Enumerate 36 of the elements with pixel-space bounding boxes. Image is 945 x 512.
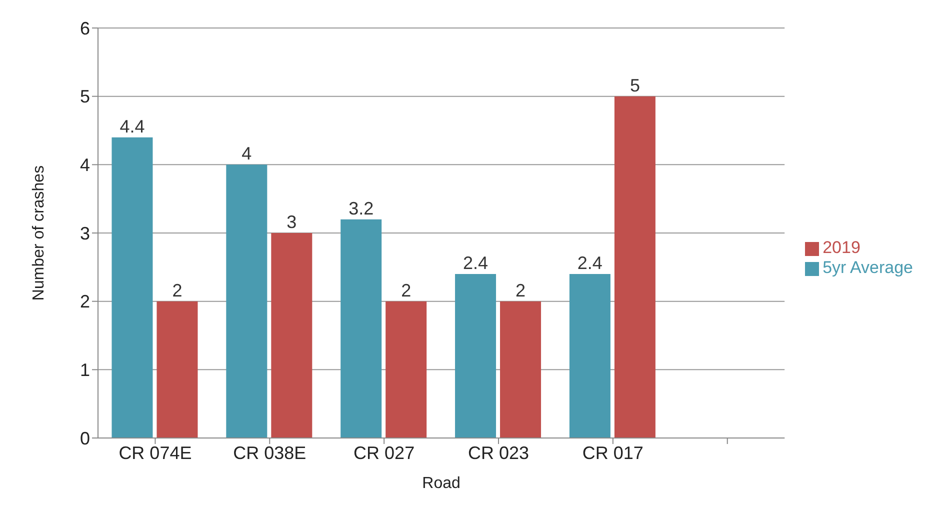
data-label: 5 [630,75,640,96]
x-tick-label: CR 074E [118,442,192,463]
bar [500,301,542,438]
legend-label: 2019 [822,238,860,257]
bar [340,219,382,438]
y-tick-label: 5 [80,86,90,107]
y-tick-label: 1 [80,360,90,380]
y-tick-label: 6 [80,18,90,38]
y-tick-label: 0 [80,428,90,448]
data-label: 3 [286,212,297,232]
data-label: 2 [516,280,526,300]
data-label: 2.4 [463,253,488,273]
bar [271,233,312,438]
data-label: 2 [172,280,182,300]
y-tick-label: 4 [80,155,90,176]
x-tick-label: CR 038E [233,442,306,463]
data-label: 4.4 [120,116,145,136]
bar [226,164,268,438]
x-tick-label: CR 023 [468,442,530,463]
x-tick-label: CR 027 [354,442,415,463]
y-tick-label: 2 [80,292,90,312]
x-axis-title: Road [422,475,460,492]
y-axis-title: Number of crashes [30,165,48,301]
bar [614,96,656,438]
x-tick-label: CR 017 [582,442,644,463]
y-tick-label: 3 [80,223,90,244]
data-label: 2.4 [577,253,602,273]
bar [455,274,496,438]
bar [569,274,610,438]
data-label: 4 [242,144,252,164]
data-label: 3.2 [348,198,374,218]
bar [112,137,153,438]
bar [386,301,427,438]
bar [156,301,198,438]
data-label: 2 [401,280,412,300]
legend-label: 5yr Average [822,258,913,277]
